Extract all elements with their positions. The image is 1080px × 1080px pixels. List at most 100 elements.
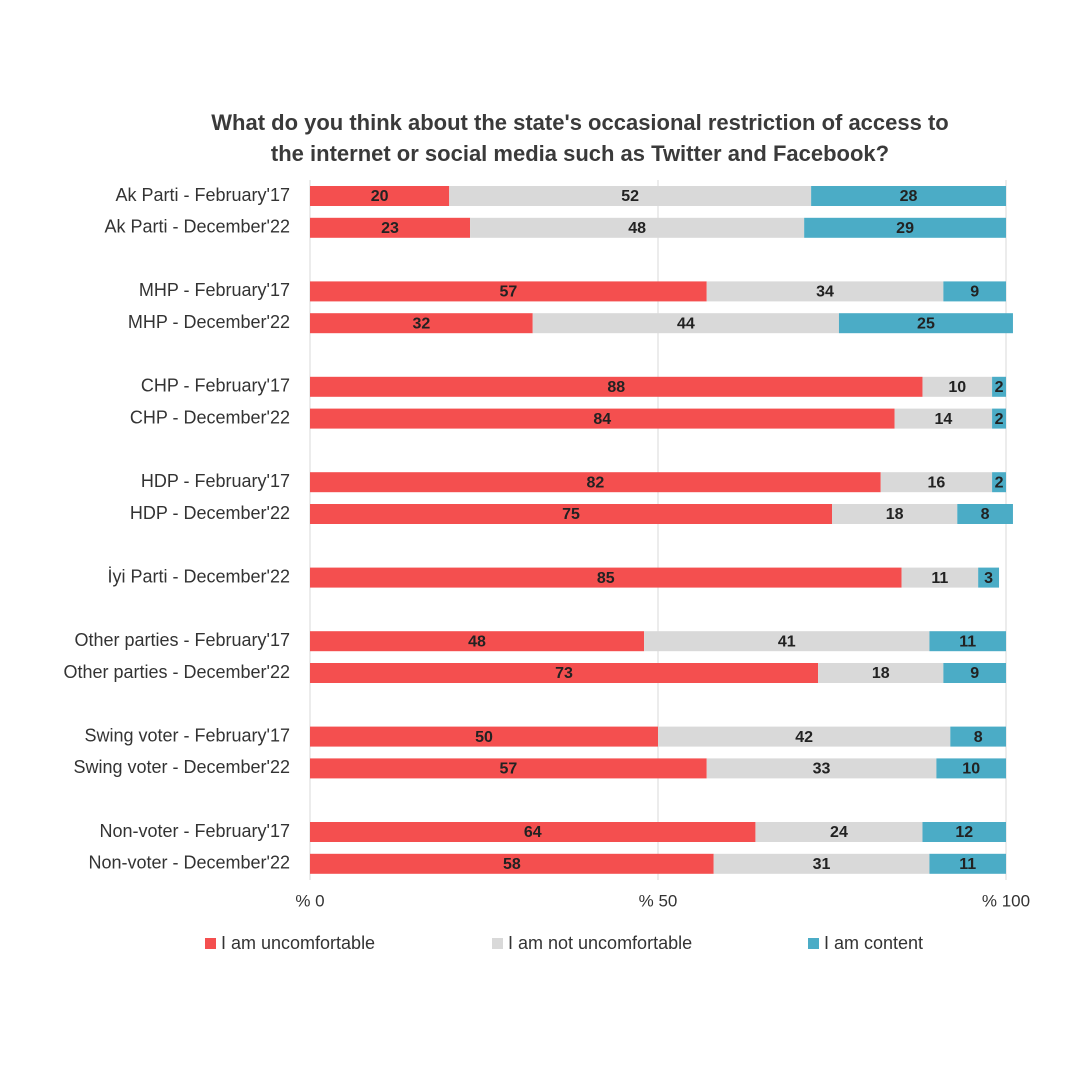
data-label: 25: [917, 315, 935, 332]
data-label: 88: [607, 379, 625, 396]
data-label: 2: [995, 474, 1004, 491]
bar-segment: [310, 663, 819, 683]
data-label: 10: [962, 761, 980, 778]
data-label: 16: [928, 474, 946, 491]
bar-segment: [310, 853, 714, 874]
bar-segment: [992, 376, 1006, 397]
data-label: 64: [524, 824, 542, 841]
bar-segment: [713, 853, 930, 874]
data-label: 10: [948, 379, 966, 396]
chart-title: What do you think about the state's occa…: [211, 110, 948, 135]
data-label: 31: [813, 856, 831, 873]
bar-segment: [310, 726, 658, 747]
bar-segment: [706, 758, 937, 779]
data-label: 8: [974, 729, 983, 746]
x-tick-label: % 0: [295, 891, 324, 910]
legend-swatch: [205, 938, 216, 949]
bar-segment: [978, 567, 1000, 588]
data-label: 24: [830, 824, 848, 841]
bar-segment: [922, 822, 1006, 842]
y-tick-label: Ak Parti - December'22: [104, 217, 290, 237]
data-label: 12: [955, 824, 973, 841]
data-label: 57: [499, 761, 517, 778]
data-label: 85: [597, 570, 615, 587]
data-label: 48: [628, 220, 646, 237]
y-tick-label: MHP - December'22: [128, 312, 290, 332]
data-label: 20: [371, 188, 389, 205]
data-label: 82: [586, 474, 604, 491]
bar-segment: [310, 758, 707, 779]
data-label: 8: [981, 506, 990, 523]
y-tick-label: Other parties - December'22: [63, 662, 290, 682]
legend-swatch: [492, 938, 503, 949]
bar-segment: [811, 186, 1006, 206]
data-label: 9: [970, 284, 979, 301]
y-tick-label: Ak Parti - February'17: [116, 185, 291, 205]
bar-segment: [310, 631, 645, 652]
legend-label: I am content: [824, 933, 923, 953]
data-label: 50: [475, 729, 493, 746]
bar-segment: [957, 504, 1013, 524]
bar-segment: [950, 726, 1006, 747]
bar-segment: [880, 472, 993, 493]
data-label: 58: [503, 856, 521, 873]
data-label: 11: [959, 856, 976, 873]
data-label: 11: [931, 570, 948, 587]
bar-segment: [532, 313, 839, 334]
data-label: 18: [872, 665, 890, 682]
bar-segment: [310, 504, 832, 524]
data-label: 34: [816, 284, 834, 301]
bar-segment: [310, 567, 902, 588]
x-tick-label: % 100: [982, 891, 1030, 910]
bar-segment: [755, 822, 923, 842]
bar-segment: [992, 472, 1006, 493]
data-label: 44: [677, 315, 695, 332]
legend-label: I am uncomfortable: [221, 933, 375, 953]
data-label: 33: [813, 761, 831, 778]
y-tick-label: CHP - December'22: [130, 407, 290, 427]
bar-segment: [832, 504, 958, 524]
data-label: 23: [381, 220, 399, 237]
y-tick-label: Non-voter - December'22: [88, 853, 290, 873]
bar-segment: [310, 408, 895, 429]
bar-segment: [936, 758, 1006, 779]
y-tick-label: İyi Parti - December'22: [108, 566, 291, 586]
y-tick-label: HDP - February'17: [141, 471, 290, 491]
bar-segment: [929, 853, 1006, 874]
bar-segment: [644, 631, 930, 652]
y-tick-label: Non-voter - February'17: [99, 821, 290, 841]
data-label: 3: [984, 570, 993, 587]
bar-segment: [901, 567, 979, 588]
bar-segment: [658, 726, 951, 747]
data-label: 42: [795, 729, 813, 746]
bar-segment: [310, 822, 756, 842]
chart-title: the internet or social media such as Twi…: [271, 141, 889, 166]
y-tick-label: HDP - December'22: [130, 503, 290, 523]
bar-segment: [470, 217, 805, 238]
data-label: 18: [886, 506, 904, 523]
y-tick-label: CHP - February'17: [141, 376, 290, 396]
bar-segment: [929, 631, 1006, 652]
bar-segment: [310, 472, 881, 493]
bar-segment: [922, 376, 993, 397]
data-label: 29: [896, 220, 914, 237]
y-tick-label: Swing voter - December'22: [73, 757, 290, 777]
data-label: 11: [959, 633, 976, 650]
bar-segment: [943, 663, 1006, 683]
bar-segment: [943, 281, 1006, 302]
data-label: 2: [995, 411, 1004, 428]
bar-segment: [310, 281, 707, 302]
data-label: 73: [555, 665, 573, 682]
bar-segment: [818, 663, 944, 683]
data-label: 28: [900, 188, 918, 205]
data-label: 14: [934, 411, 952, 428]
bar-segment: [310, 186, 450, 206]
data-label: 41: [778, 633, 796, 650]
bar-segment: [992, 408, 1006, 429]
data-label: 57: [499, 284, 517, 301]
data-label: 9: [970, 665, 979, 682]
data-label: 32: [412, 315, 430, 332]
bar-segment: [310, 376, 923, 397]
data-label: 52: [621, 188, 639, 205]
